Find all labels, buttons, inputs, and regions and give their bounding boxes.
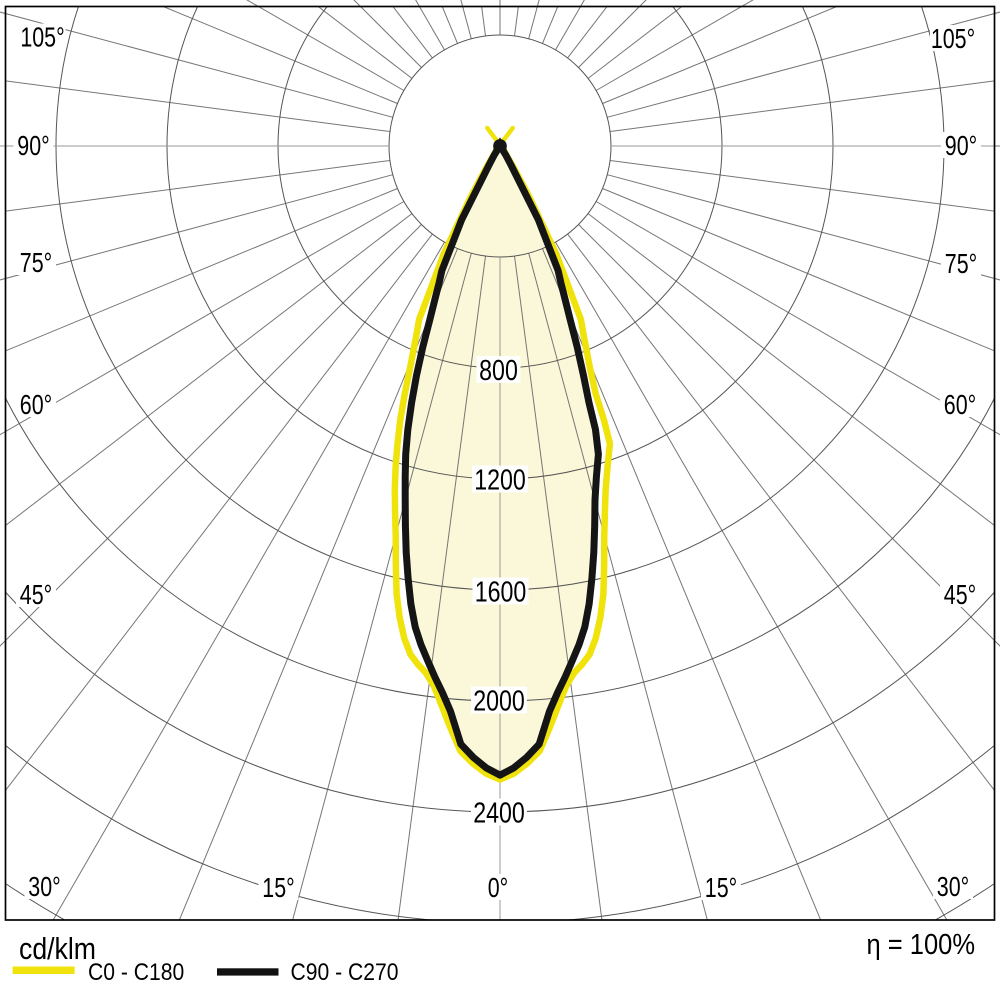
svg-text:1600: 1600 (475, 575, 527, 608)
svg-text:30°: 30° (937, 872, 969, 902)
svg-text:15°: 15° (705, 873, 737, 903)
svg-text:15°: 15° (262, 873, 294, 903)
svg-text:1200: 1200 (474, 463, 526, 496)
svg-text:105°: 105° (931, 24, 975, 54)
svg-text:75°: 75° (20, 248, 52, 278)
svg-text:30°: 30° (28, 872, 60, 902)
svg-text:800: 800 (479, 353, 518, 386)
svg-text:2400: 2400 (473, 796, 525, 829)
svg-text:C0 - C180: C0 - C180 (88, 959, 184, 986)
svg-text:C90 - C270: C90 - C270 (291, 959, 399, 986)
svg-text:60°: 60° (944, 390, 976, 420)
svg-text:60°: 60° (20, 390, 52, 420)
svg-text:45°: 45° (944, 580, 976, 610)
svg-text:0°: 0° (488, 873, 509, 903)
svg-text:η = 100%: η = 100% (867, 927, 975, 960)
svg-text:105°: 105° (20, 23, 64, 53)
svg-text:cd/klm: cd/klm (19, 932, 96, 966)
svg-text:45°: 45° (20, 580, 52, 610)
svg-text:90°: 90° (17, 131, 49, 161)
svg-text:2000: 2000 (473, 684, 525, 717)
svg-text:75°: 75° (945, 249, 977, 279)
svg-text:90°: 90° (945, 131, 977, 161)
